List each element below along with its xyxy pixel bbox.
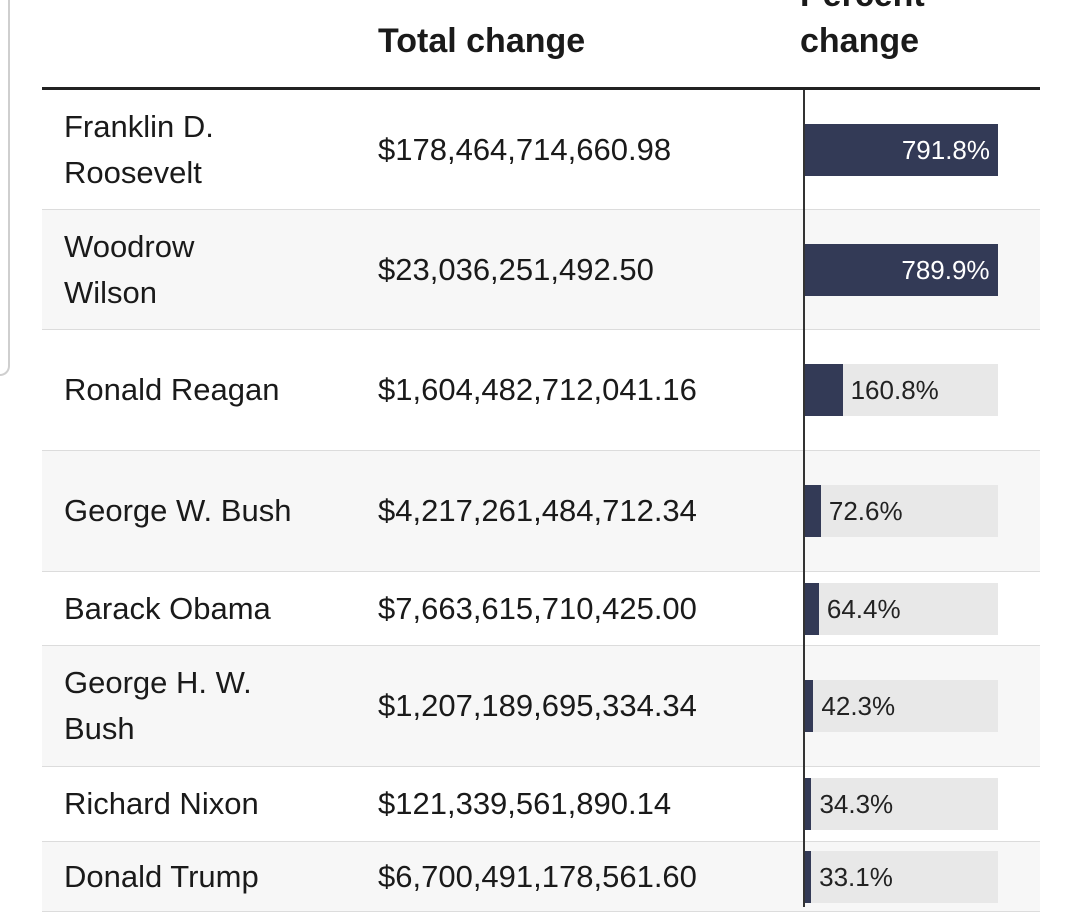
total-change: $6,700,491,178,561.60 [378,858,697,894]
president-name: Donald Trump [64,858,259,894]
bar-track: 160.8% [803,364,998,416]
president-name: George W. Bush [64,493,292,528]
percent-label: 34.3% [819,789,894,819]
percent-bar [803,850,812,903]
percent-label: 33.1% [819,861,893,892]
president-name: Woodrow Wilson [64,228,195,310]
percent-label: 791.8% [901,134,990,165]
president-name: Franklin D. Roosevelt [64,108,214,190]
percent-label: 64.4% [826,593,901,624]
percent-label: 160.8% [850,375,939,405]
bar-track: 72.6% [803,485,998,537]
bar-track: 34.3% [803,778,998,830]
total-change: $1,207,189,695,334.34 [378,688,697,723]
table-row: Richard Nixon $121,339,561,890.14 34.3% [42,767,1040,842]
table-row: George W. Bush $4,217,261,484,712.34 72.6% [42,451,1040,572]
table-row: Barack Obama $7,663,615,710,425.00 64.4% [42,572,1040,646]
bar-axis [803,90,805,907]
bar-track: 791.8% [803,123,998,176]
president-name: Richard Nixon [64,786,259,821]
percent-bar [803,243,998,296]
percent-bar [803,778,812,830]
total-change: $178,464,714,660.98 [378,131,672,167]
table-row: Franklin D. Roosevelt $178,464,714,660.98… [42,90,1040,210]
percent-label: 72.6% [828,496,903,526]
total-change: $121,339,561,890.14 [378,786,672,821]
percent-bar [803,582,819,635]
president-name: Barack Obama [64,590,271,626]
table-row: George H. W. Bush $1,207,189,695,334.34 42… [42,646,1040,767]
header-percent: Percent change [800,0,925,60]
percent-label: 42.3% [821,691,896,721]
bar-track: 64.4% [803,582,998,635]
table-row: Donald Trump $6,700,491,178,561.60 33.1% [42,842,1040,912]
total-change: $7,663,615,710,425.00 [378,590,697,626]
president-name: Ronald Reagan [64,372,280,407]
percent-bar [803,485,821,537]
table-row: Ronald Reagan $1,604,482,712,041.16 160.8% [42,330,1040,451]
percent-bar [803,123,998,176]
total-change: $1,604,482,712,041.16 [378,372,697,407]
president-name: George H. W. Bush [64,665,252,746]
total-change: $23,036,251,492.50 [378,251,654,287]
header-total: Total change [378,22,586,60]
bar-track: 33.1% [803,850,998,903]
percent-bar [803,364,843,416]
table-row: Woodrow Wilson $23,036,251,492.50 789.9% [42,210,1040,330]
bar-track: 789.9% [803,243,998,296]
scroll-edge [0,0,10,376]
bar-track: 42.3% [803,680,998,732]
total-change: $4,217,261,484,712.34 [378,493,697,528]
percent-bar [803,680,814,732]
percent-label: 789.9% [901,254,990,285]
header-rule [42,87,1040,91]
